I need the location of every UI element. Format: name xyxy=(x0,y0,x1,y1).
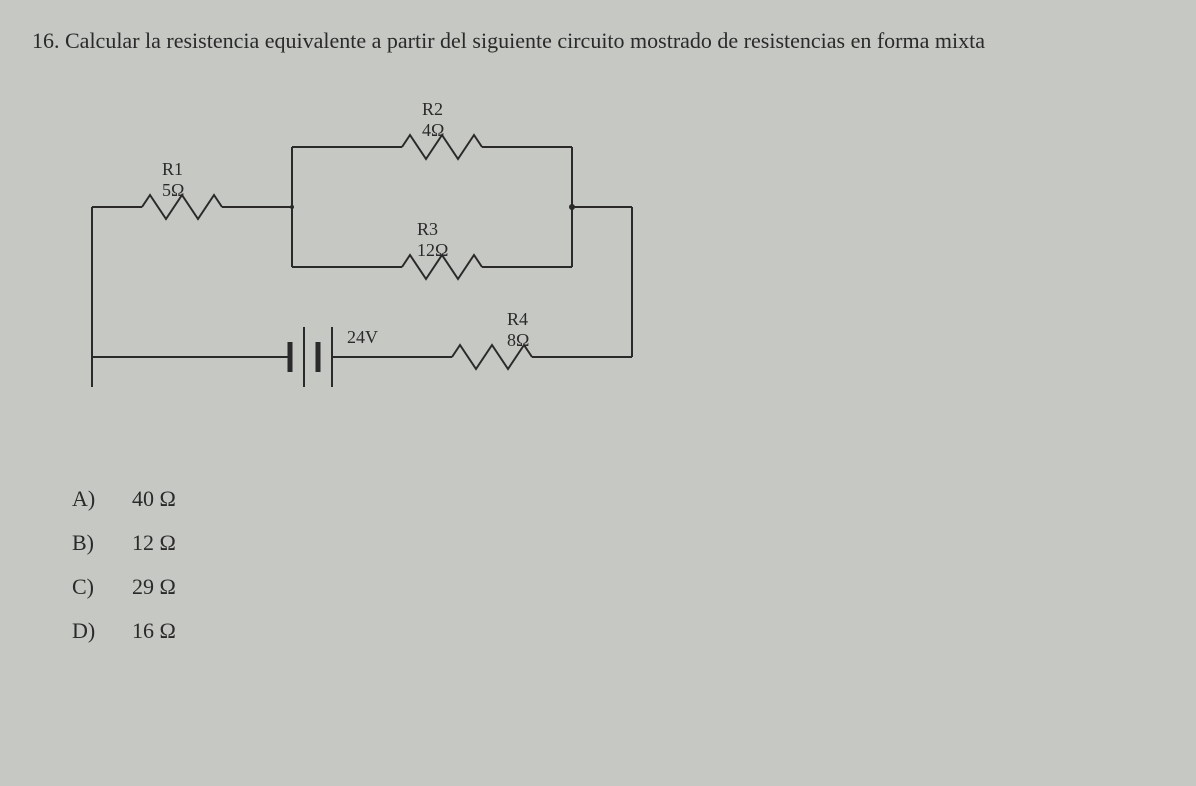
option-a-letter: A) xyxy=(72,477,132,521)
option-c[interactable]: C) 29 Ω xyxy=(72,565,1164,609)
question-number: 16. xyxy=(32,28,60,53)
r4-label: R4 8Ω xyxy=(507,309,529,350)
r4-name: R4 xyxy=(507,309,529,330)
r2-label: R2 4Ω xyxy=(422,99,444,140)
option-d-value: 16 Ω xyxy=(132,609,176,653)
answer-options: A) 40 Ω B) 12 Ω C) 29 Ω D) 16 Ω xyxy=(72,477,1164,653)
source-label: 24V xyxy=(347,327,378,348)
r2-name: R2 xyxy=(422,99,444,120)
option-b-value: 12 Ω xyxy=(132,521,176,565)
question-prompt: 16. Calcular la resistencia equivalente … xyxy=(32,24,1164,57)
circuit-svg xyxy=(72,97,712,437)
option-d-letter: D) xyxy=(72,609,132,653)
circuit-diagram: R1 5Ω R2 4Ω R3 12Ω R4 8Ω 24V xyxy=(72,97,712,437)
option-b-letter: B) xyxy=(72,521,132,565)
option-c-letter: C) xyxy=(72,565,132,609)
r4-value: 8Ω xyxy=(507,330,529,351)
r2-value: 4Ω xyxy=(422,120,444,141)
r3-name: R3 xyxy=(417,219,448,240)
r1-value: 5Ω xyxy=(162,180,184,201)
r3-value: 12Ω xyxy=(417,240,448,261)
r3-label: R3 12Ω xyxy=(417,219,448,260)
option-b[interactable]: B) 12 Ω xyxy=(72,521,1164,565)
option-a-value: 40 Ω xyxy=(132,477,176,521)
r1-label: R1 5Ω xyxy=(162,159,184,200)
option-a[interactable]: A) 40 Ω xyxy=(72,477,1164,521)
question-text-body: Calcular la resistencia equivalente a pa… xyxy=(65,28,985,53)
source-value: 24V xyxy=(347,327,378,348)
option-c-value: 29 Ω xyxy=(132,565,176,609)
option-d[interactable]: D) 16 Ω xyxy=(72,609,1164,653)
r1-name: R1 xyxy=(162,159,184,180)
